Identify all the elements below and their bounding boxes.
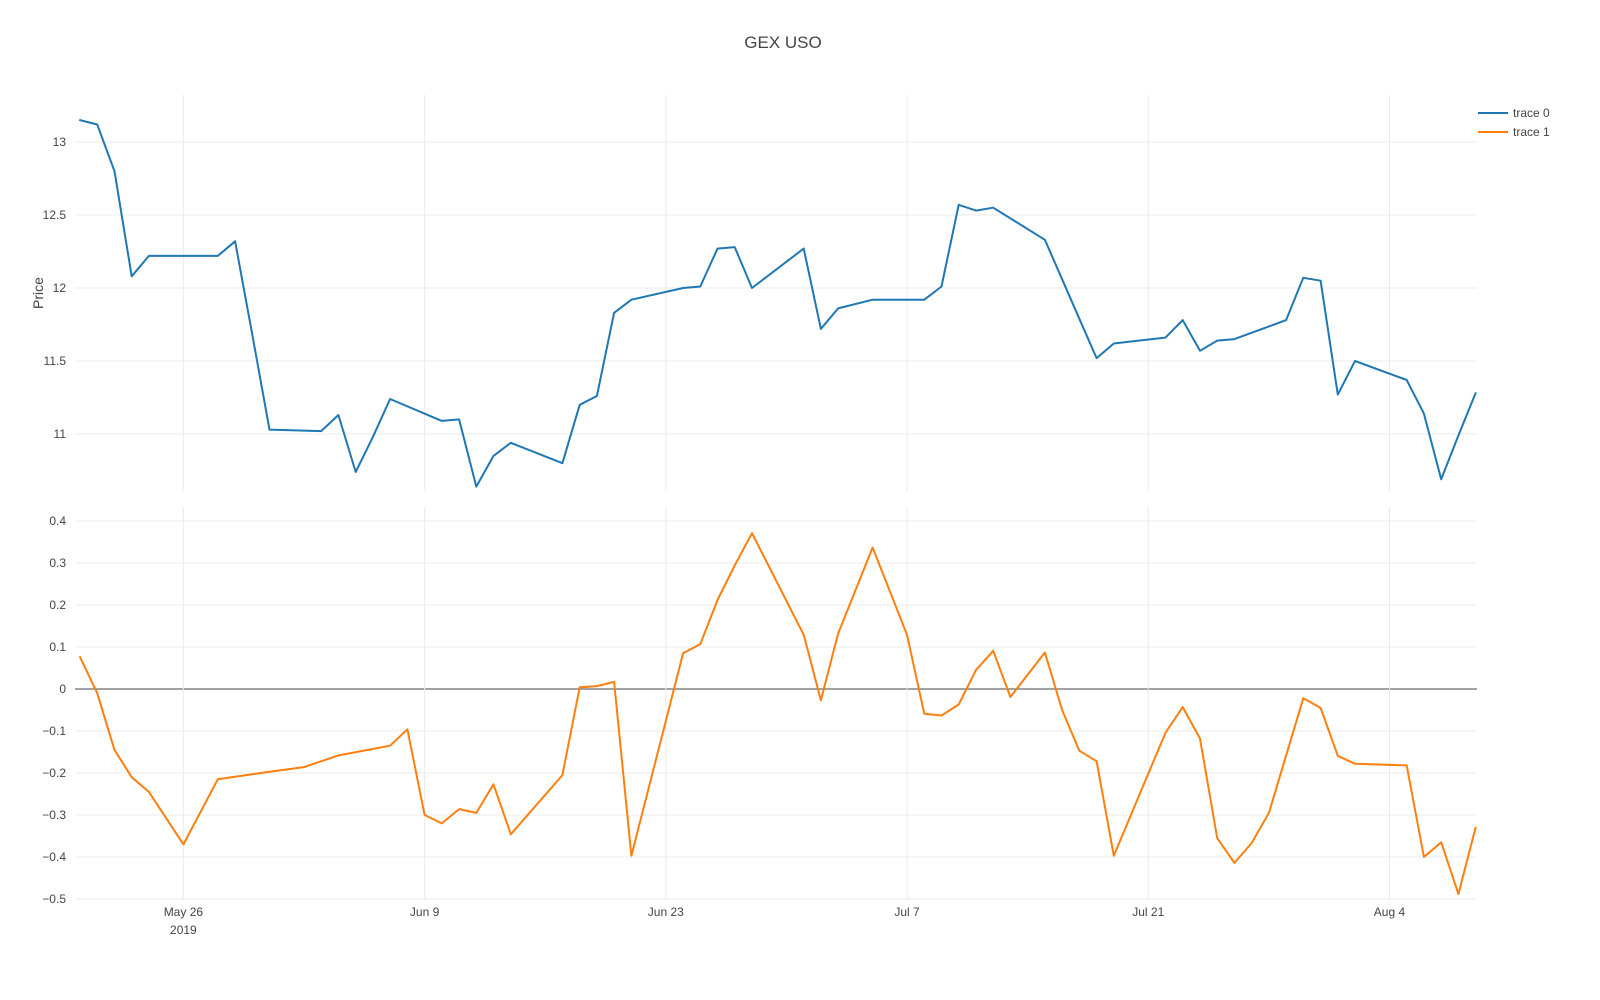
spread-tick-label: 0.2 [49,598,66,612]
date-tick-label: Jul 7 [894,905,920,919]
chart-title: GEX USO [744,33,822,52]
spread-tick-label: −0.1 [42,724,66,738]
price-tick-label: 12 [52,281,66,295]
legend-label: trace 0 [1513,105,1550,120]
spread-tick-label: 0.4 [49,514,66,528]
spread-tick-label: 0.1 [49,640,66,654]
legend: trace 0 trace 1 [1478,103,1550,141]
legend-item-trace-0[interactable]: trace 0 [1478,103,1550,122]
legend-label: trace 1 [1513,124,1550,139]
date-tick-label: Jun 9 [409,905,440,919]
spread-tick-label: −0.3 [42,808,66,822]
price-tick-label: 11.5 [43,354,66,368]
price-tick-label: 11 [53,427,66,441]
series-line-trace-0 [79,119,1477,488]
date-tick-label: May 26 2019 [163,905,204,937]
legend-line-swatch [1478,111,1508,114]
spread-tick-label: −0.2 [42,766,66,780]
series-line-trace-1 [79,532,1477,895]
spread-tick-label: −0.4 [42,850,66,864]
date-tick-label: Jul 21 [1132,905,1165,919]
price-tick-label: 13 [52,135,66,149]
price-tick-label: 12.5 [42,208,66,222]
date-tick-label: Aug 4 [1373,905,1406,919]
spread-tick-label: 0 [59,682,66,696]
legend-line-swatch [1478,130,1508,133]
spread-tick-label: 0.3 [49,556,66,570]
date-tick-label: Jun 23 [647,905,684,919]
spread-tick-label: −0.5 [42,892,66,906]
legend-item-trace-1[interactable]: trace 1 [1478,122,1550,141]
